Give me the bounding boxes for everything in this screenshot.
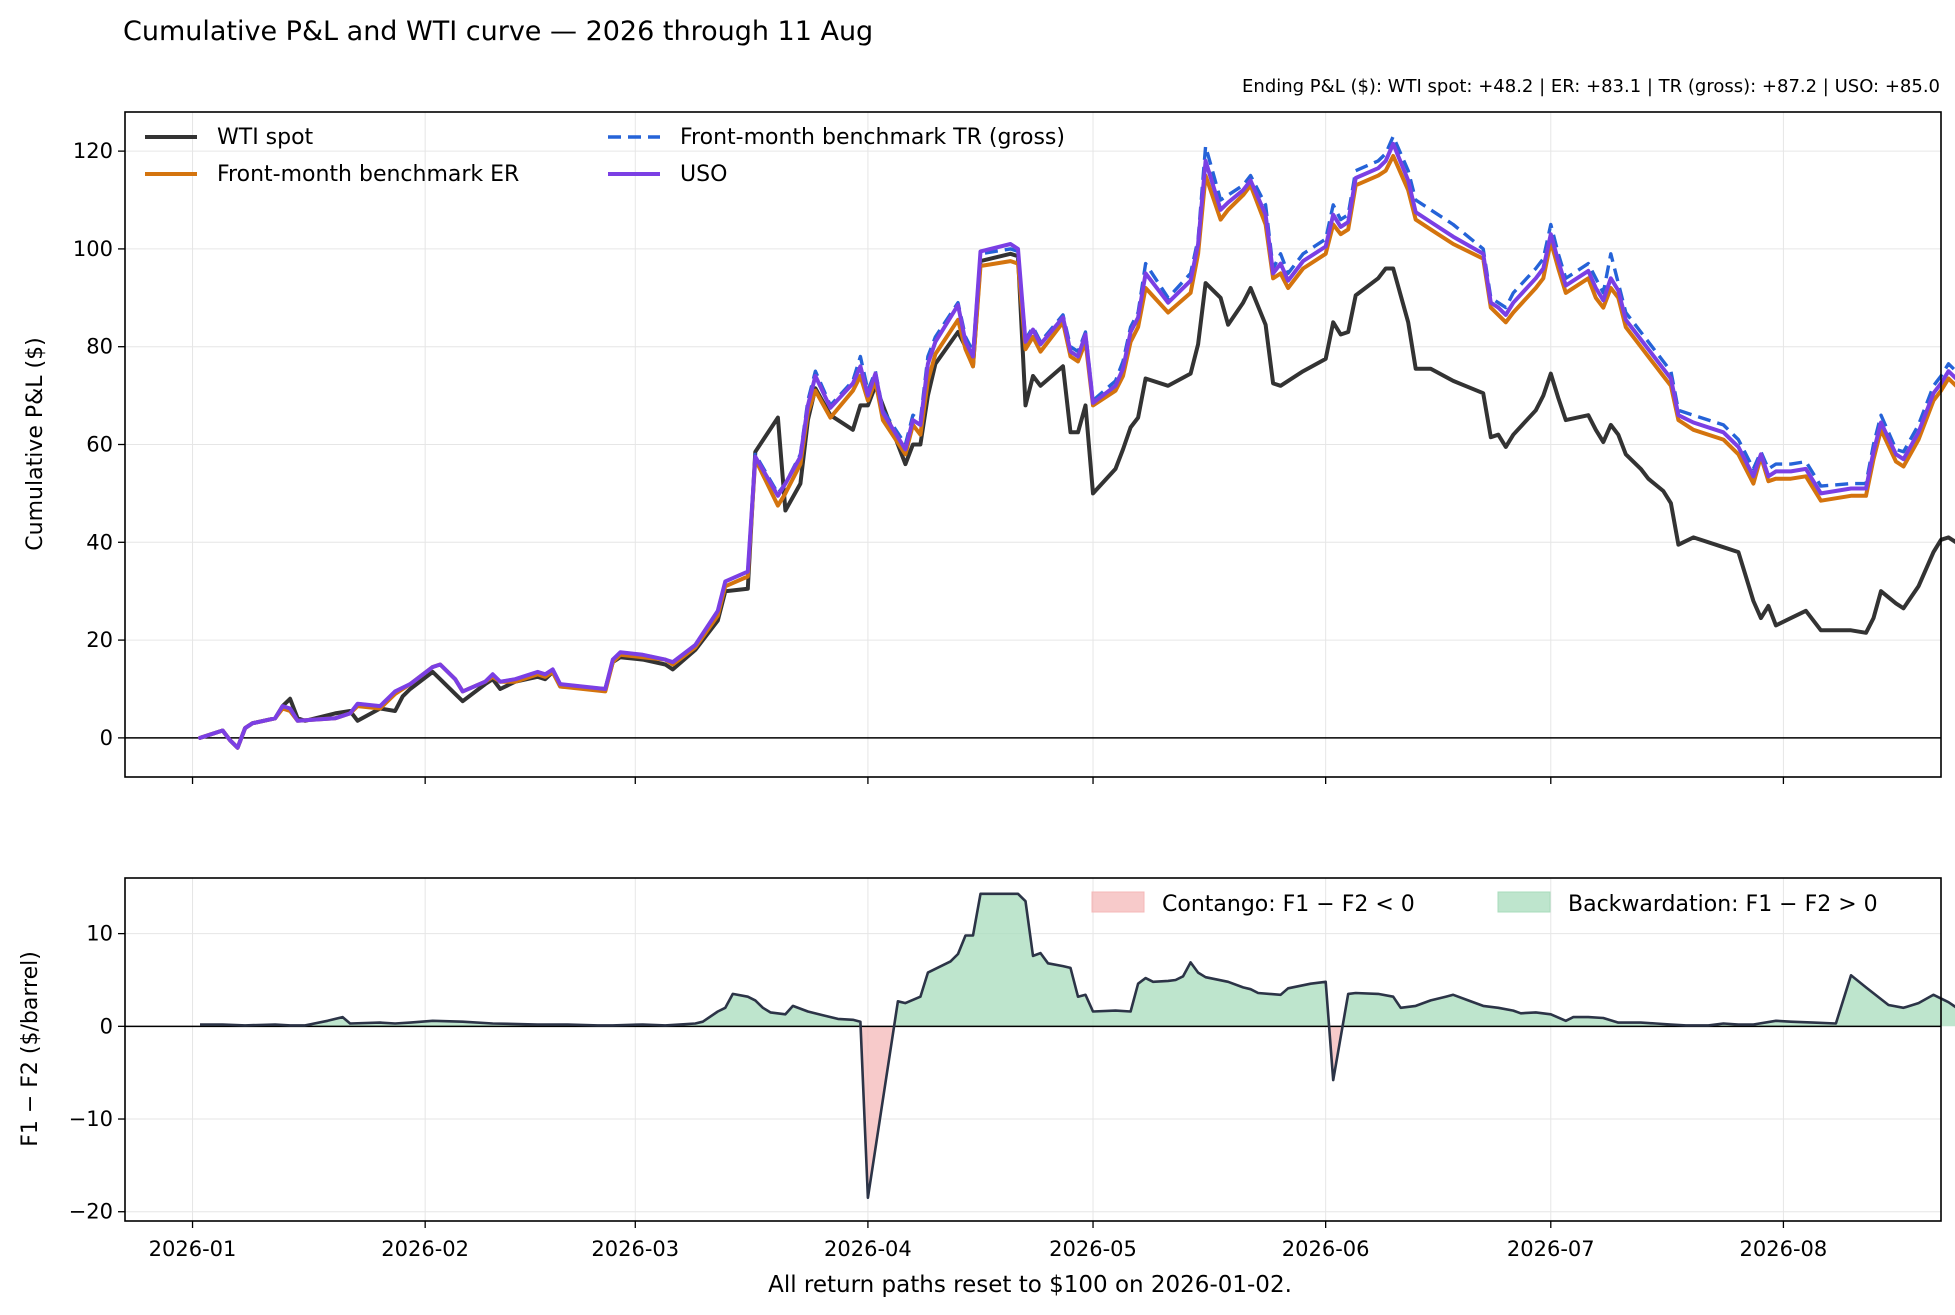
- series-line-wti: [198, 251, 1955, 750]
- pnl-legend: WTI spot Front-month benchmark ER Front-mo…: [145, 125, 1065, 187]
- spread-x-tick-label: 2026-06: [1282, 1237, 1370, 1261]
- spread-x-tick-label: 2026-01: [149, 1237, 237, 1261]
- spread-x-tick-label: 2026-05: [1049, 1237, 1137, 1261]
- pnl-y-tick-label: 60: [86, 433, 113, 457]
- backwardation-area: [200, 893, 1955, 1027]
- legend-label-tr: Front-month benchmark TR (gross): [680, 125, 1065, 150]
- spread-x-ticks: 2026-01 2026-02 2026-03 2026-04 2026-05 2026-…: [149, 1221, 1828, 1261]
- pnl-y-tick-label: 120: [73, 139, 113, 163]
- ending-pnl-summary: Ending P&L ($): WTI spot: +48.2 | ER: +8…: [1242, 76, 1940, 97]
- pnl-y-tick-label: 80: [86, 335, 113, 359]
- pnl-x-ticks: [191, 777, 1785, 784]
- chart-title: Cumulative P&L and WTI curve — 2026 thro…: [123, 16, 873, 47]
- pnl-y-tick-label: 20: [86, 628, 113, 652]
- spread-y-tick-label: −20: [69, 1200, 113, 1224]
- spread-x-tick-label: 2026-03: [591, 1237, 679, 1261]
- legend-label-backwardation_fill: Backwardation: F1 − F2 > 0: [1568, 892, 1878, 917]
- legend-label-contango_fill: Contango: F1 − F2 < 0: [1162, 892, 1415, 917]
- pnl-y-axis-label: Cumulative P&L ($): [23, 337, 48, 550]
- pnl-y-tick-label: 100: [73, 237, 113, 261]
- pnl-y-tick-label: 40: [86, 530, 113, 554]
- legend-label-er: Front-month benchmark ER: [217, 162, 519, 187]
- spread-x-tick-label: 2026-02: [381, 1237, 469, 1261]
- spread-x-tick-label: 2026-08: [1740, 1237, 1828, 1261]
- spread-y-ticks: −20 −10 0 10: [69, 922, 125, 1224]
- spread-y-axis-label: F1 − F2 ($/barrel): [18, 951, 43, 1147]
- spread-series-line: [125, 892, 1955, 1200]
- legend-label-wti: WTI spot: [217, 125, 314, 150]
- spread-y-tick-label: 10: [86, 922, 113, 946]
- pnl-gridlines: [125, 112, 1941, 777]
- series-line-uso: [198, 141, 1955, 750]
- pnl-axes-frame: [124, 111, 1942, 778]
- spread-y-tick-label: 0: [100, 1014, 113, 1038]
- spread-legend: Contango: F1 − F2 < 0 Backwardation: F1 −…: [1091, 891, 1878, 917]
- spread-y-tick-label: −10: [69, 1107, 113, 1131]
- pnl-y-ticks: 0 20 40 60 80 100 120: [73, 139, 125, 750]
- spread-fill-areas: [200, 893, 1955, 1198]
- pnl-y-tick-label: 0: [100, 726, 113, 750]
- spread-axes-frame: [124, 877, 1942, 1222]
- legend-label-uso: USO: [680, 162, 727, 187]
- x-axis-footer-note: All return paths reset to $100 on 2026-0…: [768, 1272, 1292, 1298]
- pnl-series-lines: [198, 134, 1955, 750]
- spread-x-tick-label: 2026-07: [1507, 1237, 1595, 1261]
- legend-swatch-contango_fill: [1091, 891, 1145, 913]
- legend-swatch-backwardation_fill: [1497, 891, 1551, 913]
- spread-line: [200, 892, 1955, 1200]
- spread-x-tick-label: 2026-04: [824, 1237, 912, 1261]
- pnl-panel: 0 20 40 60 80 100 120 Cumulative P&L ($) WTI s…: [23, 111, 1955, 784]
